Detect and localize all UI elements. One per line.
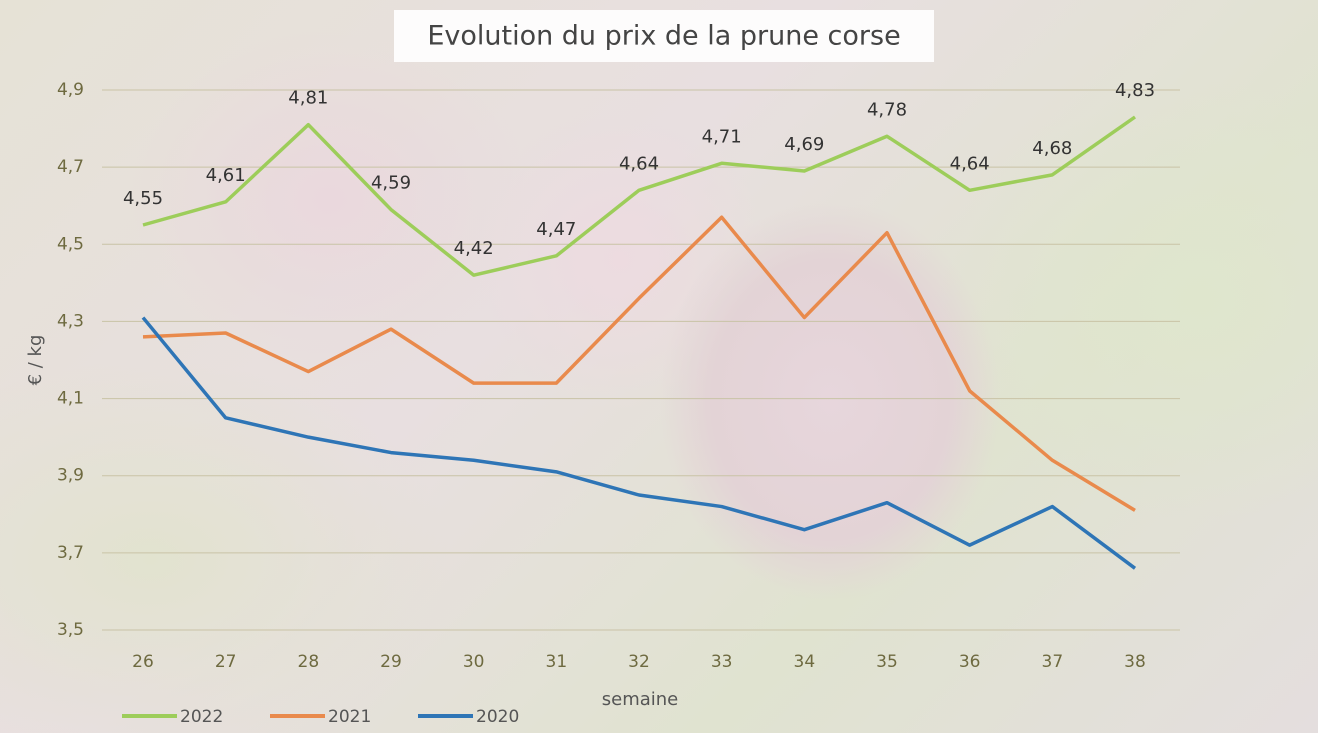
y-tick-label: 4,3	[57, 311, 84, 331]
data-label: 4,78	[867, 99, 907, 120]
data-label: 4,55	[123, 188, 163, 209]
y-axis-label: € / kg	[25, 335, 46, 386]
series-line	[143, 117, 1135, 275]
data-label: 4,42	[454, 238, 494, 259]
y-tick-label: 4,7	[57, 157, 84, 177]
x-tick-label: 28	[298, 652, 320, 672]
x-tick-label: 36	[959, 652, 981, 672]
data-label: 4,61	[206, 165, 246, 186]
y-tick-label: 4,1	[57, 389, 84, 409]
x-tick-label: 26	[132, 652, 154, 672]
legend-label: 2022	[180, 707, 223, 727]
legend-label: 2021	[328, 707, 371, 727]
chart-background: Evolution du prix de la prune corse sema…	[0, 0, 1318, 733]
series-line	[143, 318, 1135, 569]
x-tick-label: 37	[1042, 652, 1064, 672]
y-tick-label: 3,5	[57, 620, 84, 640]
x-tick-label: 38	[1124, 652, 1146, 672]
y-tick-label: 4,9	[57, 80, 84, 100]
data-label: 4,81	[288, 88, 328, 109]
x-tick-label: 27	[215, 652, 237, 672]
x-tick-label: 33	[711, 652, 733, 672]
x-tick-label: 30	[463, 652, 485, 672]
y-tick-label: 3,9	[57, 466, 84, 486]
x-tick-label: 35	[876, 652, 898, 672]
data-label: 4,71	[702, 126, 742, 147]
data-label: 4,83	[1115, 80, 1155, 101]
data-label: 4,64	[619, 153, 659, 174]
chart-title: Evolution du prix de la prune corse	[427, 21, 900, 52]
x-axis-label: semaine	[602, 689, 679, 710]
x-tick-label: 31	[546, 652, 568, 672]
data-label: 4,59	[371, 173, 411, 194]
y-tick-label: 4,5	[57, 234, 84, 254]
chart: Evolution du prix de la prune corse sema…	[0, 0, 1318, 733]
x-tick-label: 29	[380, 652, 402, 672]
y-tick-label: 3,7	[57, 543, 84, 563]
data-label: 4,47	[536, 219, 576, 240]
data-label: 4,68	[1032, 138, 1072, 159]
data-label: 4,64	[950, 153, 990, 174]
series-line	[143, 217, 1135, 510]
x-tick-label: 32	[628, 652, 650, 672]
x-tick-label: 34	[794, 652, 816, 672]
data-label: 4,69	[784, 134, 824, 155]
legend-label: 2020	[476, 707, 519, 727]
